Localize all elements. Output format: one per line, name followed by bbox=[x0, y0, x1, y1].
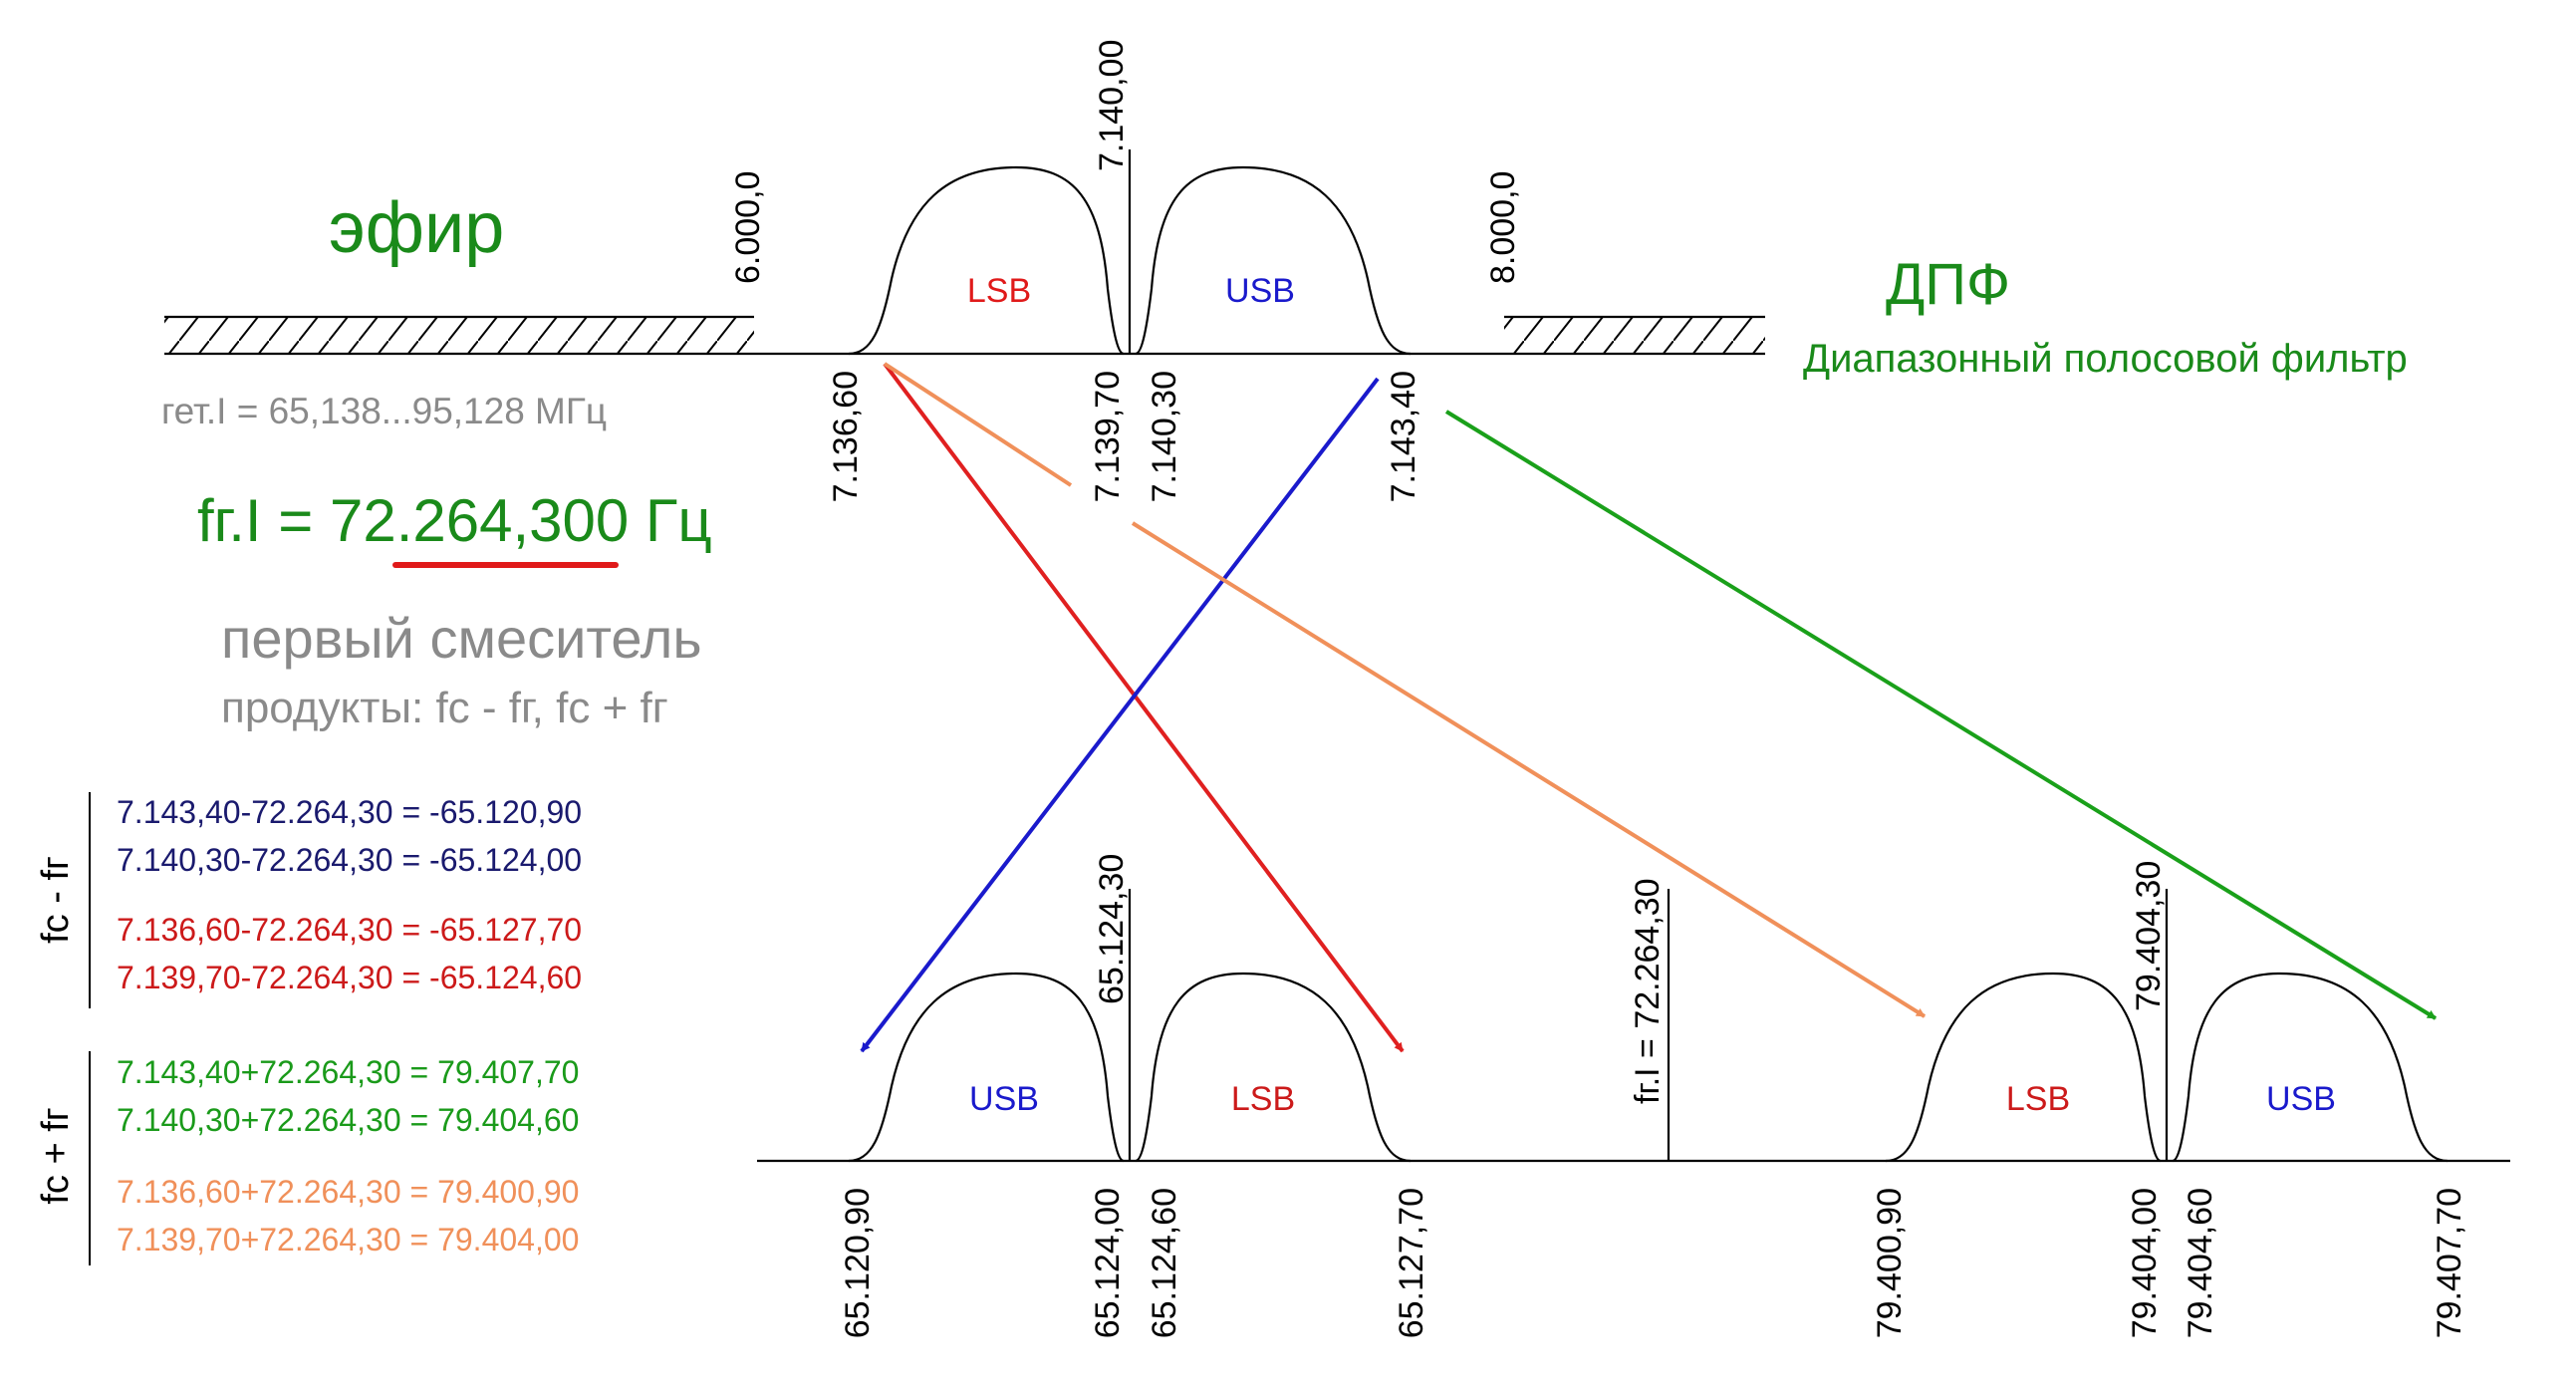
if-tick-79400-90: 79.400,90 bbox=[1871, 1188, 1909, 1338]
if-lsb-label-65: LSB bbox=[1231, 1080, 1295, 1118]
air-title: эфир bbox=[329, 188, 504, 268]
if-center-65: 65.124,30 bbox=[1093, 854, 1131, 1004]
arrow-orange-a bbox=[883, 362, 1073, 487]
if-tick-79404-00: 79.404,00 bbox=[2126, 1188, 2164, 1338]
diff-label: fc - fг bbox=[35, 856, 77, 944]
mixer-products: продукты: fc - fг, fc + fг bbox=[221, 684, 668, 732]
if-usb-curve-65 bbox=[848, 972, 1125, 1163]
air-tick-7136-60: 7.136,60 bbox=[827, 371, 865, 502]
mixer-title: первый смеситель bbox=[221, 607, 702, 670]
lo-marker-label: fг.I = 72.264,30 bbox=[1629, 878, 1667, 1104]
arrow-green bbox=[1444, 410, 2438, 1020]
if-tick-79404-60: 79.404,60 bbox=[2182, 1188, 2219, 1338]
if-tick-65120-90: 65.120,90 bbox=[839, 1188, 877, 1338]
hatch-block-left bbox=[164, 317, 754, 354]
diff-line-3: 7.136,60-72.264,30 = -65.127,70 bbox=[117, 912, 582, 948]
lo-range: гет.I = 65,138...95,128 МГц bbox=[161, 391, 607, 431]
arrow-orange-b bbox=[1131, 521, 1927, 1018]
air-tick-7139-70: 7.139,70 bbox=[1089, 371, 1127, 502]
diff-line-4: 7.139,70-72.264,30 = -65.124,60 bbox=[117, 960, 582, 995]
sum-line-4: 7.139,70+72.264,30 = 79.404,00 bbox=[117, 1222, 579, 1257]
sum-line-1: 7.143,40+72.264,30 = 79.407,70 bbox=[117, 1054, 579, 1090]
sum-products: fc + fг 7.143,40+72.264,30 = 79.407,70 7… bbox=[35, 1051, 579, 1265]
air-lsb-label: LSB bbox=[967, 272, 1031, 310]
air-spectrum: LSB USB 6.000,0 8.000,0 7.140,00 7.136,6… bbox=[164, 40, 1765, 502]
if-usb-label-65: USB bbox=[969, 1080, 1039, 1118]
air-usb-curve bbox=[1135, 165, 1412, 356]
if-spectrum: USB LSB 65.124,30 fг.I = 72.264,30 LSB U… bbox=[757, 854, 2510, 1338]
sum-line-2: 7.140,30+72.264,30 = 79.404,60 bbox=[117, 1102, 579, 1138]
dpf-title: ДПФ bbox=[1886, 252, 2010, 317]
if-tick-65124-00: 65.124,00 bbox=[1089, 1188, 1127, 1338]
if-lsb-curve-65 bbox=[1135, 972, 1412, 1163]
hatch-block-right bbox=[1504, 317, 1765, 354]
if-usb-label-79: USB bbox=[2266, 1080, 2336, 1118]
arrow-blue bbox=[860, 377, 1380, 1053]
diff-line-1: 7.143,40-72.264,30 = -65.120,90 bbox=[117, 794, 582, 830]
air-freq-8000: 8.000,0 bbox=[1484, 171, 1522, 284]
diff-products: fc - fг 7.143,40-72.264,30 = -65.120,90 … bbox=[35, 792, 582, 1008]
air-freq-6000: 6.000,0 bbox=[729, 171, 767, 284]
air-freq-7140: 7.140,00 bbox=[1093, 40, 1131, 171]
if-tick-79407-70: 79.407,70 bbox=[2431, 1188, 2468, 1338]
sum-line-3: 7.136,60+72.264,30 = 79.400,90 bbox=[117, 1174, 579, 1210]
if-lsb-label-79: LSB bbox=[2006, 1080, 2070, 1118]
air-tick-7140-30: 7.140,30 bbox=[1146, 371, 1183, 502]
if-tick-65127-70: 65.127,70 bbox=[1393, 1188, 1430, 1338]
dpf-subtitle: Диапазонный полосовой фильтр bbox=[1803, 337, 2408, 381]
sum-label: fc + fг bbox=[35, 1107, 77, 1204]
diff-line-2: 7.140,30-72.264,30 = -65.124,00 bbox=[117, 842, 582, 878]
if-usb-curve-79 bbox=[2172, 972, 2448, 1163]
if-lsb-curve-79 bbox=[1885, 972, 2162, 1163]
arrow-red bbox=[883, 362, 1405, 1053]
mapping-arrows bbox=[860, 362, 2438, 1053]
air-usb-label: USB bbox=[1225, 272, 1295, 310]
air-tick-7143-40: 7.143,40 bbox=[1385, 371, 1422, 502]
if-center-79: 79.404,30 bbox=[2130, 861, 2168, 1011]
lo-freq: fг.I = 72.264,300 Гц bbox=[197, 487, 712, 554]
if-tick-65124-60: 65.124,60 bbox=[1146, 1188, 1183, 1338]
air-lsb-curve bbox=[848, 165, 1125, 356]
